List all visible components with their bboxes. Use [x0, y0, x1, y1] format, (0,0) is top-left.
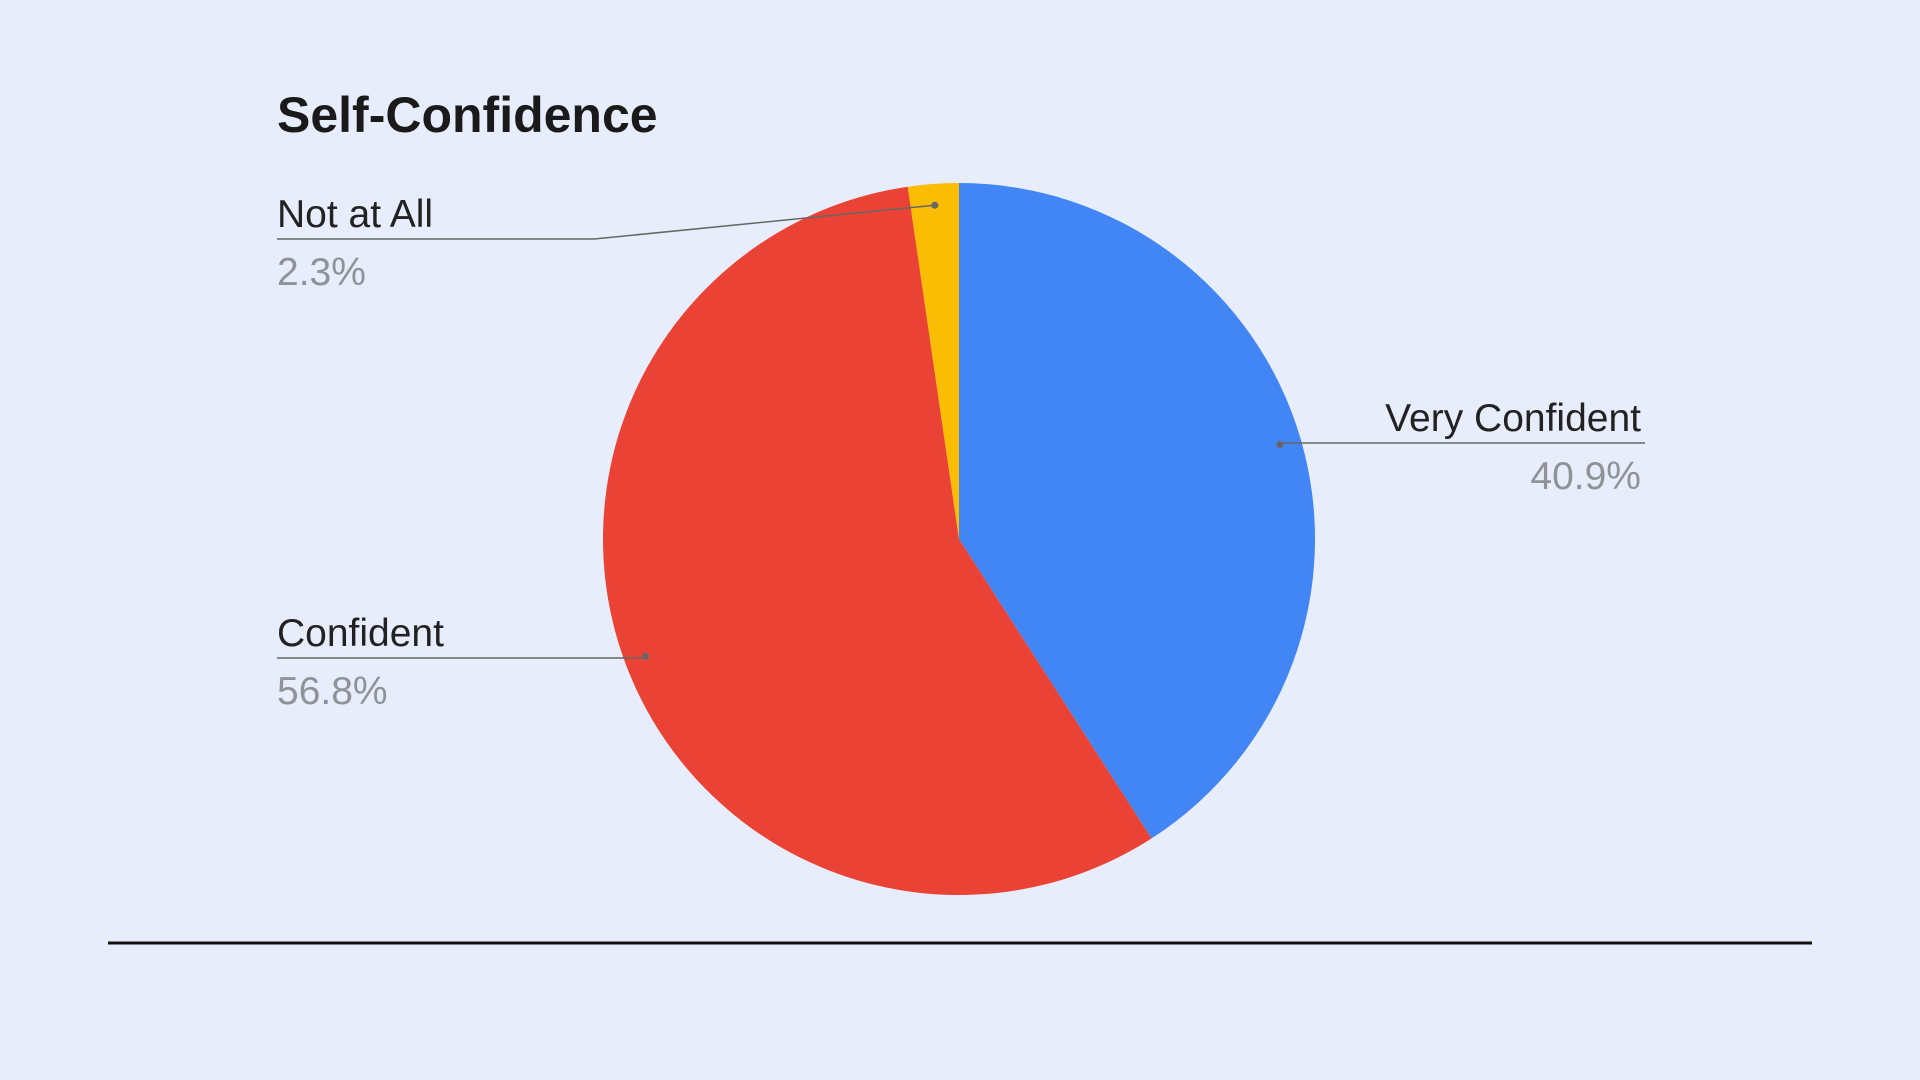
leader-dot	[1276, 441, 1284, 449]
leader-dot	[642, 652, 650, 660]
slice-label: Very Confident	[1385, 397, 1641, 440]
slice-label: Not at All	[277, 193, 433, 236]
leader-line	[1279, 442, 1645, 445]
leader-line	[277, 656, 647, 659]
leader-dot	[931, 201, 939, 209]
slice-value-label: 56.8%	[277, 670, 388, 713]
chart-title: Self-Confidence	[277, 87, 658, 143]
slice-label: Confident	[277, 612, 444, 655]
pie-slice	[602, 186, 1152, 896]
pie-slice	[907, 183, 959, 539]
slice-value-label: 2.3%	[277, 251, 366, 294]
leader-line	[277, 204, 935, 240]
slice-value-label: 40.9%	[1530, 455, 1641, 498]
pie-slice	[959, 183, 1315, 839]
